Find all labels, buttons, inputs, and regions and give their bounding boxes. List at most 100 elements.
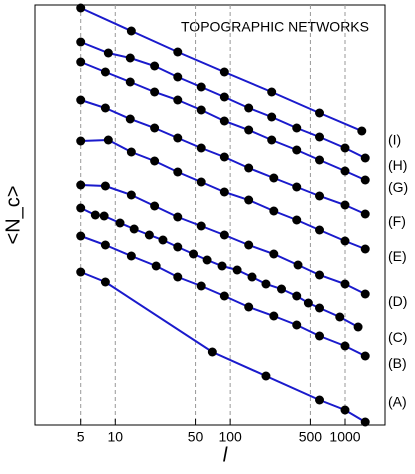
series-label: (I) [388,131,401,147]
data-point [267,112,277,122]
data-point [360,153,370,163]
data-point [76,3,86,13]
x-axis-label: l [223,444,228,466]
data-point [315,155,325,165]
data-point [126,190,136,200]
data-point [303,298,313,308]
data-point [196,143,206,153]
data-point [244,163,254,173]
data-point [340,166,350,176]
data-point [247,272,257,282]
data-point [125,53,135,63]
series-label: (E) [388,248,407,264]
data-point [340,236,350,246]
data-point [269,173,279,183]
x-tick-label: 50 [188,429,204,445]
data-point [244,103,254,113]
data-point [244,240,254,250]
data-point [173,72,183,82]
data-point [340,143,350,153]
data-point [125,77,135,87]
data-point [244,125,254,135]
data-point [315,395,325,405]
series-label: (G) [388,179,408,195]
data-point [219,116,229,126]
data-point [189,249,199,259]
data-point [173,95,183,105]
data-point [76,37,86,47]
data-point [99,211,109,221]
data-point [173,212,183,222]
data-point [150,123,160,133]
series-label: (F) [388,213,406,229]
data-point [269,311,279,321]
x-tick-label: 1000 [329,429,360,445]
data-point [196,281,206,291]
data-point [90,210,100,220]
data-point [267,87,277,97]
data-point [244,302,254,312]
data-point [150,156,160,166]
data-point [261,279,271,289]
data-point [173,242,183,252]
data-point [100,103,110,113]
data-point [126,147,136,157]
data-point [103,48,113,58]
data-point [293,260,303,270]
data-point [315,270,325,280]
data-point [340,200,350,210]
data-point [219,187,229,197]
data-point [100,67,110,77]
x-tick-label: 10 [107,429,123,445]
data-point [269,206,279,216]
series-label: (D) [388,293,407,309]
series-label: (B) [388,355,407,371]
data-point [292,123,302,133]
data-point [360,417,370,427]
data-point [315,225,325,235]
data-point [315,108,325,118]
data-point [129,224,139,234]
data-point [76,203,86,213]
data-point [151,261,161,271]
data-point [335,312,345,322]
data-point [219,152,229,162]
data-point [126,26,136,36]
data-point [196,221,206,231]
data-point [292,182,302,192]
data-point [100,277,110,287]
data-point [144,230,154,240]
data-point [115,218,125,228]
y-axis-label: <N_c> [2,186,24,245]
data-point [315,132,325,142]
data-point [76,231,86,241]
data-point [292,215,302,225]
data-point [315,191,325,201]
data-point [315,331,325,341]
data-point [353,322,363,332]
data-point [207,347,217,357]
data-point [276,284,286,294]
data-point [76,267,86,277]
data-point [292,145,302,155]
data-point [360,175,370,185]
chart-title: TOPOGRAPHIC NETWORKS [181,19,369,35]
data-point [100,181,110,191]
data-point [219,92,229,102]
data-point [150,61,160,71]
data-point [173,47,183,57]
series-label: (H) [388,157,407,173]
data-point [126,251,136,261]
x-tick-label: 100 [218,429,242,445]
data-point [150,87,160,97]
data-point [219,291,229,301]
plot-frame [34,4,386,426]
data-point [269,249,279,259]
data-point [292,320,302,330]
data-point [267,135,277,145]
data-point [202,255,212,265]
data-point [292,291,302,301]
data-point [340,279,350,289]
